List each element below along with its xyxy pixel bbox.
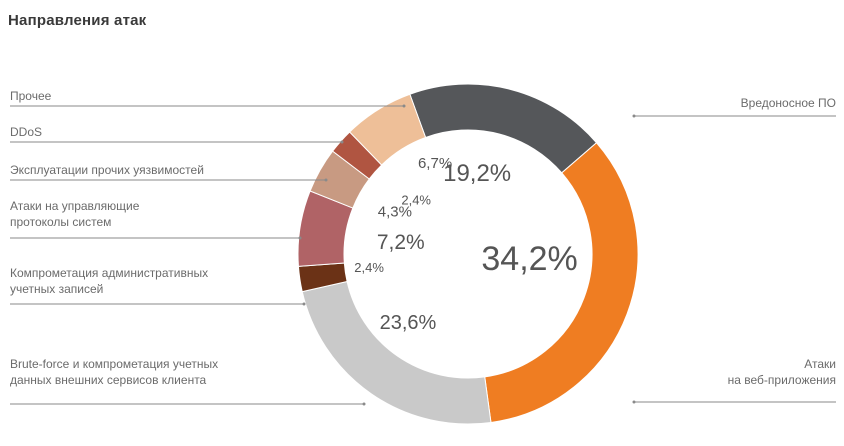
leader-dot-5 xyxy=(362,402,366,406)
value-label-2: 23,6% xyxy=(380,312,437,334)
value-label-3: 2,4% xyxy=(354,260,384,275)
value-label-7: 6,7% xyxy=(418,155,452,172)
leader-dot-0 xyxy=(402,104,406,108)
value-label-0: 19,2% xyxy=(443,160,511,187)
leader-dot-3 xyxy=(298,236,302,240)
slice-1 xyxy=(484,142,639,424)
value-label-6: 2,4% xyxy=(401,193,431,208)
label-control-protocols: Атаки на управляющие протоколы систем xyxy=(10,199,140,229)
label-ddos: DDoS xyxy=(10,125,43,139)
label-webapp: Атаки на веб-приложения xyxy=(727,357,836,387)
label-exploits: Эксплуатации прочих уязвимостей xyxy=(10,163,204,177)
label-prochee: Прочее xyxy=(10,89,52,103)
slice-7 xyxy=(348,93,427,166)
value-label-5: 4,3% xyxy=(378,204,412,221)
chart-title: Направления атак xyxy=(8,12,147,29)
label-admin-accounts: Компрометация административных учетных з… xyxy=(10,266,209,296)
leader-dot-2 xyxy=(324,178,328,182)
label-bruteforce: Brute-force и компрометация учетных данн… xyxy=(10,357,219,387)
value-label-1: 34,2% xyxy=(481,240,577,278)
leader-dot-4 xyxy=(302,302,306,306)
value-label-4: 7,2% xyxy=(377,231,425,254)
label-malware: Вредоносное ПО xyxy=(740,96,836,110)
slice-2 xyxy=(301,280,492,425)
leader-dot-7 xyxy=(632,400,636,404)
leader-dot-1 xyxy=(340,140,344,144)
leader-dot-6 xyxy=(632,114,636,118)
